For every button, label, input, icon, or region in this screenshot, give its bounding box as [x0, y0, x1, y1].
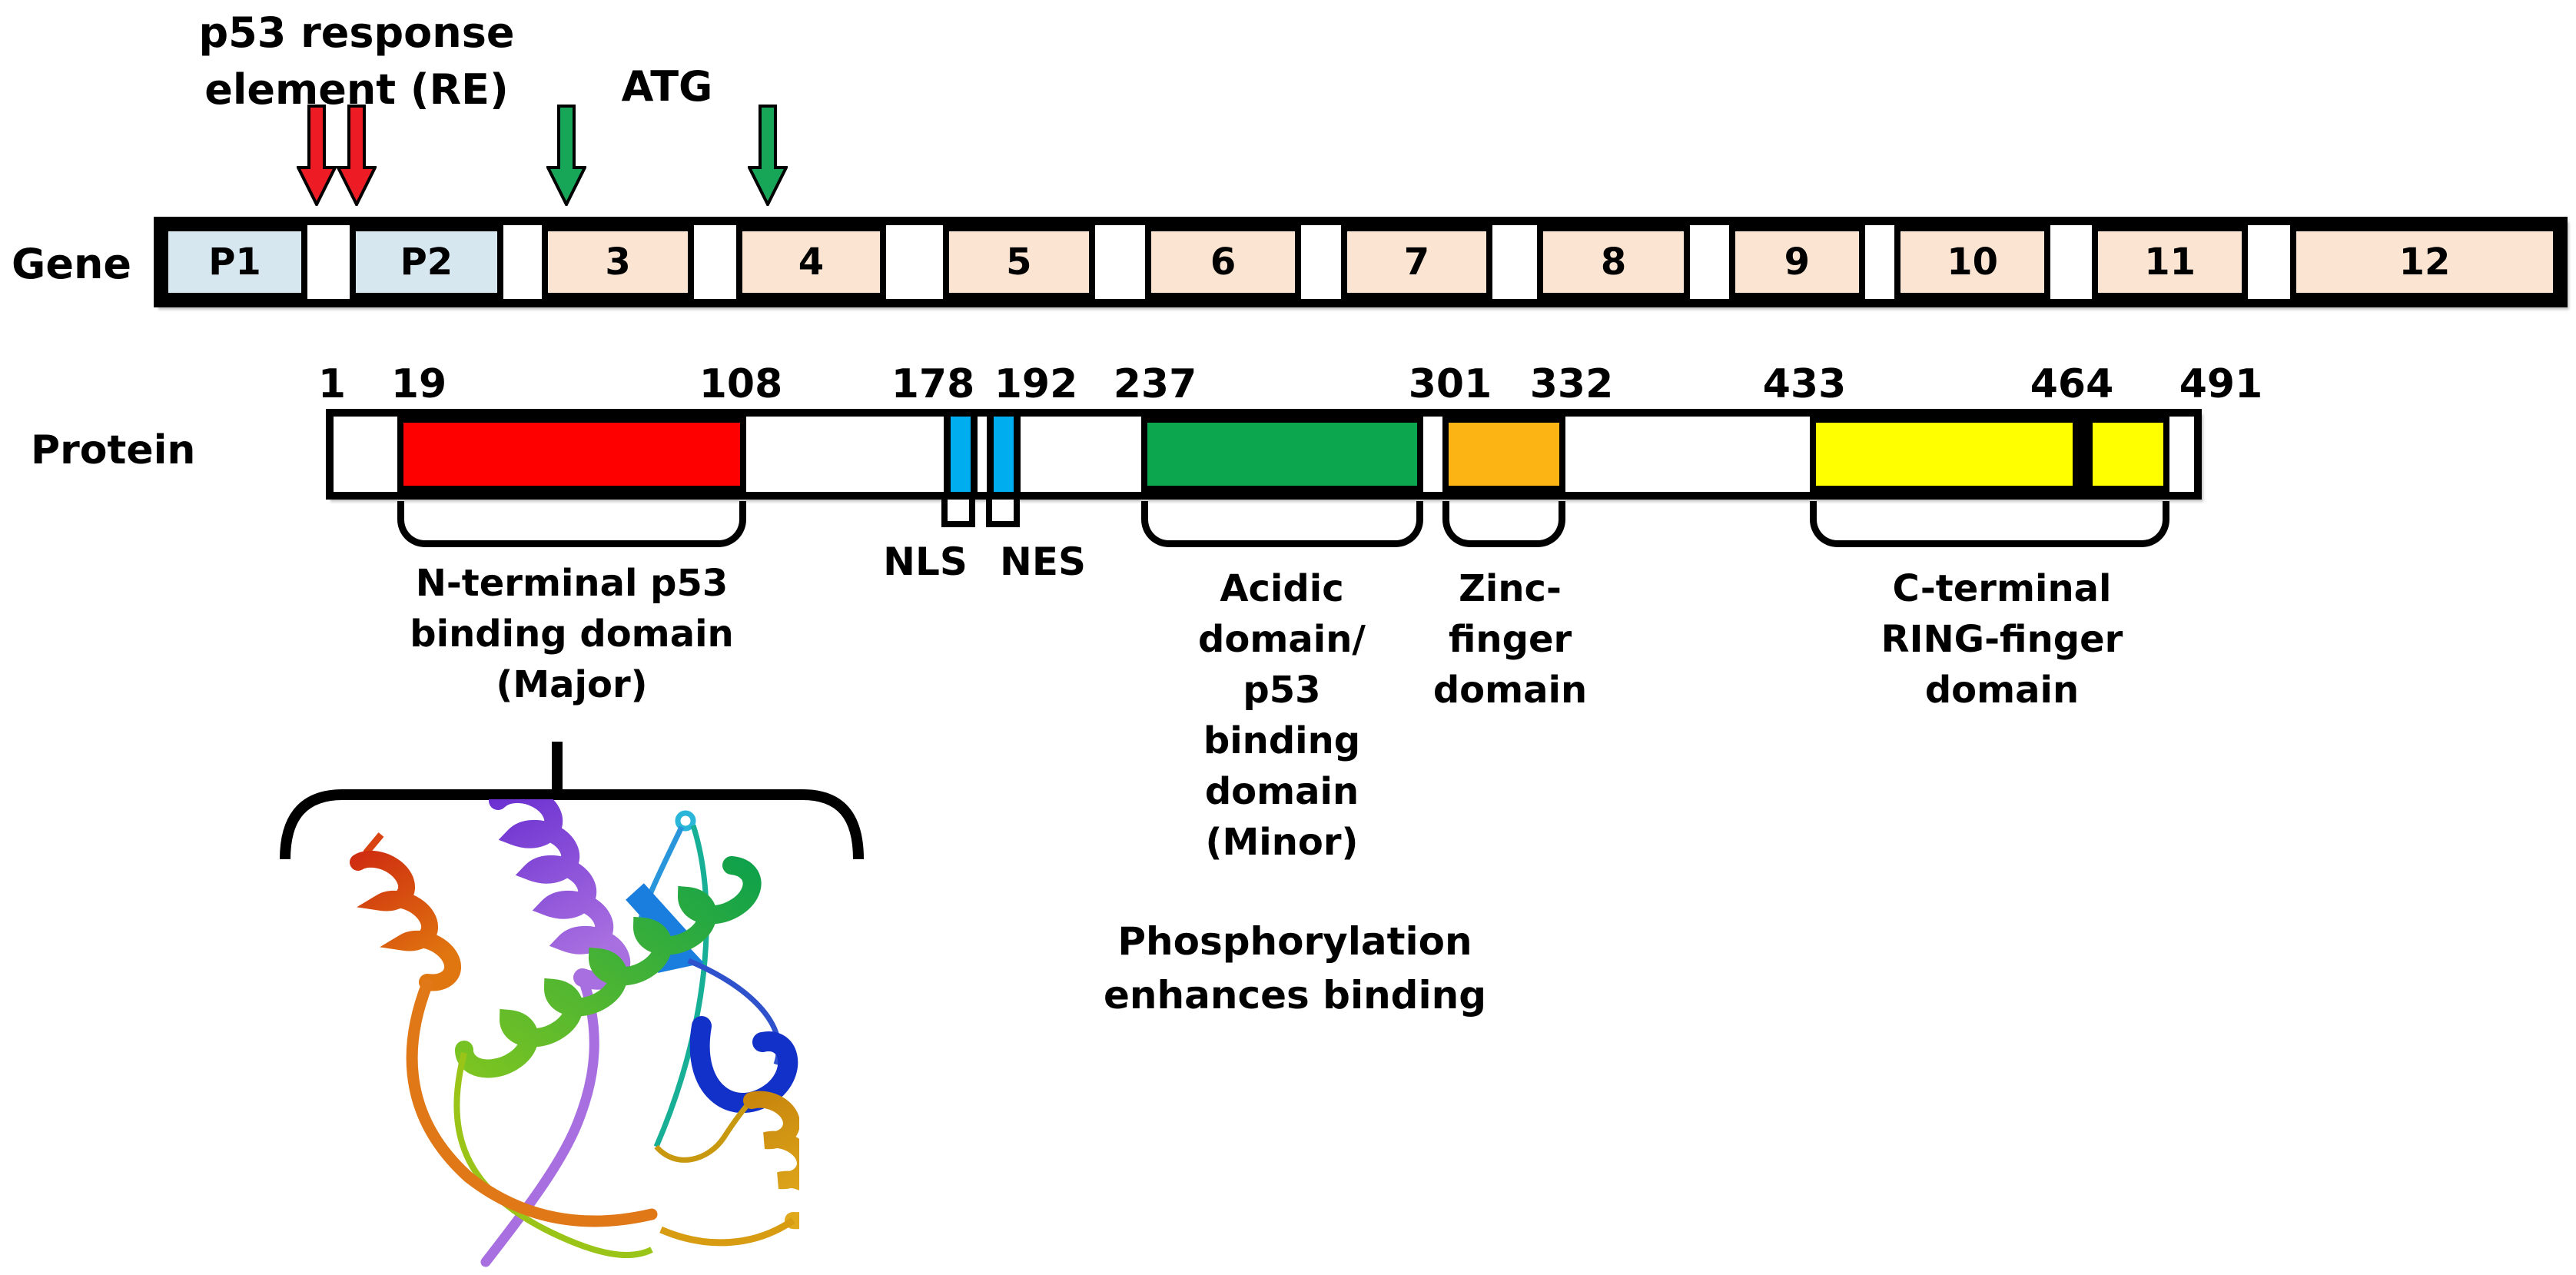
gene-exon-p2: P2 — [349, 225, 503, 299]
residue-tick-332: 332 — [1529, 361, 1614, 407]
residue-tick-491: 491 — [2179, 361, 2263, 407]
label-n-terminal: N-terminal p53 binding domain (Major) — [410, 562, 734, 706]
gene-exon-4: 4 — [736, 225, 886, 299]
phosphorylation-note: Phosphorylation enhances binding — [1104, 919, 1486, 1018]
residue-tick-1: 1 — [317, 361, 347, 407]
residue-tick-19: 19 — [390, 361, 447, 407]
gene-exon-6: 6 — [1145, 225, 1302, 299]
label-acidic: Acidic domain/ p53 binding domain (Minor… — [1198, 567, 1366, 864]
nes-tab — [986, 500, 1020, 527]
gene-exon-8: 8 — [1537, 225, 1691, 299]
atg-label: ATG — [621, 62, 713, 111]
brace-ring — [1810, 501, 2169, 547]
p53-binding-domain-ribbon-structure — [292, 799, 799, 1275]
residue-tick-433: 433 — [1762, 361, 1847, 407]
gene-row-label: Gene — [12, 240, 132, 288]
gene-exon-3: 3 — [542, 225, 695, 299]
nls-stripe — [944, 417, 978, 492]
label-zinc: Zinc- finger domain — [1432, 567, 1588, 712]
protein-row-label: Protein — [31, 427, 196, 473]
nes-label: NES — [999, 540, 1087, 584]
acidic-domain — [1140, 417, 1423, 492]
nls-label: NLS — [883, 540, 968, 584]
gene-exon-7: 7 — [1340, 225, 1493, 299]
nes-stripe — [986, 417, 1021, 492]
gene-exon-5: 5 — [942, 225, 1095, 299]
protein-bar — [326, 409, 2202, 500]
residue-tick-178: 178 — [891, 361, 975, 407]
residue-tick-108: 108 — [699, 361, 783, 407]
nls-tab — [941, 500, 975, 527]
label-ring: C-terminal RING-finger domain — [1881, 567, 2123, 712]
gene-exon-12: 12 — [2290, 225, 2559, 299]
residue-tick-192: 192 — [994, 361, 1078, 407]
p53-re-arrow-1-icon — [297, 105, 337, 206]
site-464-marker — [2072, 417, 2093, 492]
atg-arrow-2-icon — [748, 105, 788, 206]
brace-zinc — [1442, 501, 1565, 547]
n-terminal-p53-binding-domain — [397, 417, 746, 492]
p53-re-arrow-2-icon — [337, 105, 377, 206]
residue-tick-237: 237 — [1113, 361, 1197, 407]
gene-bar: P1 P2 3 4 5 6 7 8 9 10 11 12 — [154, 217, 2568, 307]
gene-exon-11: 11 — [2092, 225, 2249, 299]
atg-arrow-1-icon — [546, 105, 586, 206]
gene-exon-10: 10 — [1894, 225, 2051, 299]
p53-response-element-label: p53 response element (RE) — [198, 8, 515, 114]
brace-acidic — [1141, 501, 1423, 547]
ring-finger-domain — [1810, 417, 2170, 492]
gene-exon-9: 9 — [1728, 225, 1865, 299]
zinc-finger-domain — [1442, 417, 1565, 492]
brace-n-terminal — [397, 501, 746, 547]
residue-tick-464: 464 — [2030, 361, 2114, 407]
residue-tick-301: 301 — [1408, 361, 1492, 407]
structure-brace — [269, 730, 876, 872]
gene-exon-p1: P1 — [162, 225, 307, 299]
